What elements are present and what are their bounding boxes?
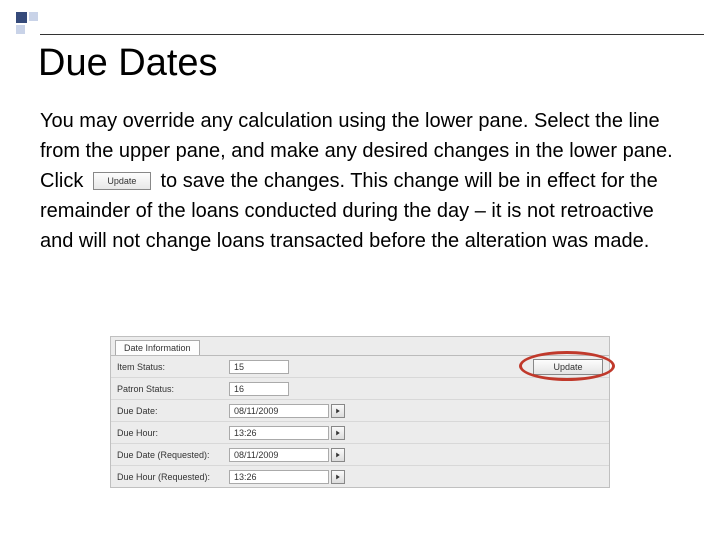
dropdown-due-date[interactable]	[331, 404, 345, 418]
date-information-panel: Date Information Item Status: 15 Update …	[110, 336, 610, 488]
row-due-date-requested: Due Date (Requested): 08/11/2009	[111, 443, 609, 465]
label-due-date: Due Date:	[117, 406, 229, 416]
divider-line	[40, 34, 704, 35]
body-paragraph: You may override any calculation using t…	[40, 106, 684, 256]
row-patron-status: Patron Status: 16	[111, 377, 609, 399]
slide-accent	[16, 12, 38, 34]
input-due-date[interactable]: 08/11/2009	[229, 404, 329, 418]
input-due-hour-requested[interactable]: 13:26	[229, 470, 329, 484]
chevron-right-icon	[335, 474, 341, 480]
input-item-status[interactable]: 15	[229, 360, 289, 374]
chevron-right-icon	[335, 430, 341, 436]
row-due-date: Due Date: 08/11/2009	[111, 399, 609, 421]
input-due-hour[interactable]: 13:26	[229, 426, 329, 440]
label-item-status: Item Status:	[117, 362, 229, 372]
row-due-hour-requested: Due Hour (Requested): 13:26	[111, 465, 609, 487]
update-button[interactable]: Update	[533, 359, 603, 375]
page-title: Due Dates	[38, 42, 218, 85]
label-due-hour: Due Hour:	[117, 428, 229, 438]
input-patron-status[interactable]: 16	[229, 382, 289, 396]
chevron-right-icon	[335, 452, 341, 458]
input-due-date-requested[interactable]: 08/11/2009	[229, 448, 329, 462]
dropdown-due-date-requested[interactable]	[331, 448, 345, 462]
label-patron-status: Patron Status:	[117, 384, 229, 394]
label-due-date-requested: Due Date (Requested):	[117, 450, 229, 460]
panel-tabs: Date Information	[111, 337, 609, 355]
chevron-right-icon	[335, 408, 341, 414]
row-item-status: Item Status: 15 Update	[111, 355, 609, 377]
row-due-hour: Due Hour: 13:26	[111, 421, 609, 443]
tab-date-information[interactable]: Date Information	[115, 340, 200, 355]
dropdown-due-hour[interactable]	[331, 426, 345, 440]
dropdown-due-hour-requested[interactable]	[331, 470, 345, 484]
inline-update-button: Update	[93, 172, 151, 190]
label-due-hour-requested: Due Hour (Requested):	[117, 472, 229, 482]
